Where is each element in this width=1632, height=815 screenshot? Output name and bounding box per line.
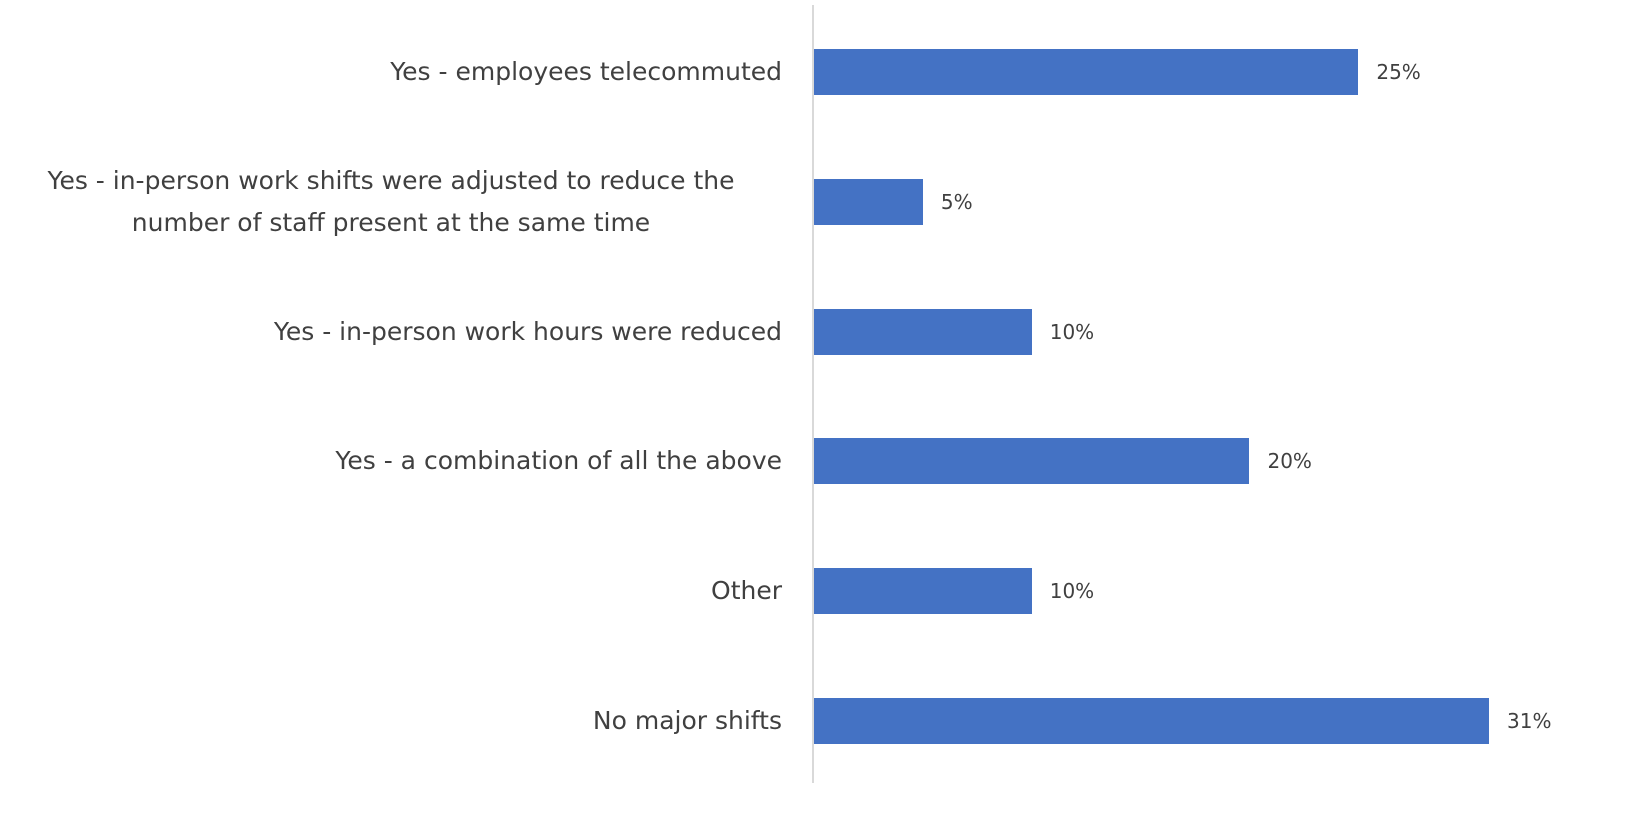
data-label: 10% [1049,319,1095,344]
data-label: 10% [1049,579,1095,604]
data-label: 20% [1267,449,1312,474]
data-label: 31% [1507,709,1552,733]
bar [814,178,923,225]
bar [814,438,1250,485]
category-label: Other [711,576,782,606]
category-label: No major shifts [592,706,782,735]
category-label: Yes - a combination of all the above [335,446,782,476]
category-label: Yes - in-person work hours were reduced [273,316,782,346]
data-label: 25% [1376,60,1421,84]
category-label: Yes - in-person work shifts were adjuste… [47,165,735,237]
bar [814,49,1359,95]
bar [814,698,1489,744]
category-label: Yes - employees telecommuted [390,57,782,86]
category-axis-line [812,5,814,783]
bar [814,568,1032,615]
data-label: 5% [940,189,973,214]
bar [814,308,1032,355]
